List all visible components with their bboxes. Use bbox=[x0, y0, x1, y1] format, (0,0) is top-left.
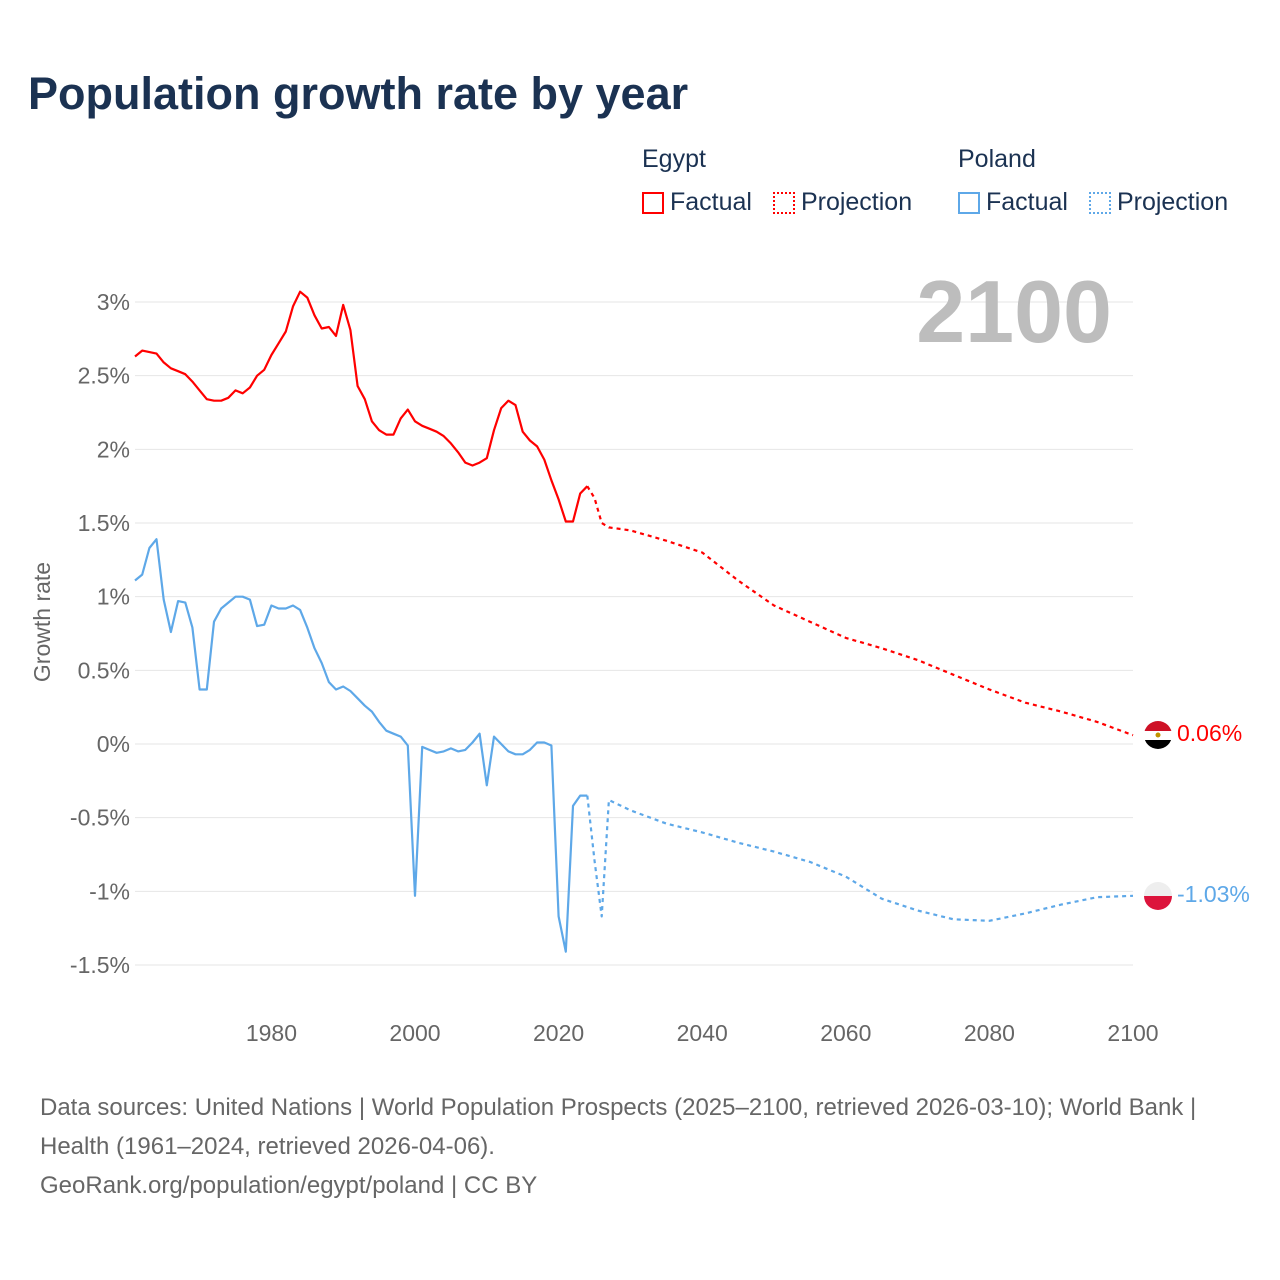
poland-projection-line bbox=[586, 795, 1134, 922]
solid-swatch-icon bbox=[958, 191, 980, 214]
legend-egypt-projection[interactable]: Projection bbox=[772, 188, 913, 217]
source-text: Data sources: United Nations | World Pop… bbox=[40, 1094, 1197, 1160]
x-tick-label: 2080 bbox=[964, 1020, 1015, 1046]
x-tick-label: 2040 bbox=[677, 1020, 728, 1046]
x-tick-label: 2020 bbox=[533, 1020, 584, 1046]
poland-flag-icon bbox=[1144, 882, 1172, 910]
dotted-swatch-icon bbox=[1088, 191, 1111, 214]
x-tick-label: 2000 bbox=[389, 1020, 440, 1046]
legend-label: Projection bbox=[1116, 188, 1229, 216]
egypt-flag-icon bbox=[1144, 721, 1172, 749]
x-tick-label: 1980 bbox=[246, 1020, 297, 1046]
egypt-factual-line bbox=[134, 290, 589, 523]
page-title: Population growth rate by year bbox=[28, 68, 689, 119]
dotted-swatch-icon bbox=[772, 191, 795, 214]
legend-label: Factual bbox=[670, 188, 752, 216]
legend-group-label: Egypt bbox=[642, 145, 706, 173]
y-tick-label: 0% bbox=[97, 731, 130, 757]
y-tick-label: 3% bbox=[97, 289, 130, 315]
x-tick-label: 2100 bbox=[1107, 1020, 1158, 1046]
legend-egypt-factual[interactable]: Factual bbox=[642, 188, 752, 217]
y-tick-label: 0.5% bbox=[78, 657, 130, 683]
y-tick-label: 1.5% bbox=[78, 510, 130, 536]
solid-swatch-icon bbox=[642, 191, 664, 214]
y-tick-label: 2.5% bbox=[78, 363, 130, 389]
legend-poland-factual[interactable]: Factual bbox=[958, 188, 1068, 217]
y-tick-label: -1% bbox=[89, 878, 130, 904]
legend-poland: Poland Factual Projection bbox=[958, 145, 1242, 221]
y-axis-label: Growth rate bbox=[29, 562, 55, 682]
source-note: Data sources: United Nations | World Pop… bbox=[40, 1088, 1240, 1205]
legend-label: Projection bbox=[800, 188, 913, 216]
legend-poland-projection[interactable]: Projection bbox=[1088, 188, 1229, 217]
x-tick-label: 2060 bbox=[820, 1020, 871, 1046]
egypt-projection-line bbox=[586, 485, 1134, 737]
y-tick-label: -1.5% bbox=[70, 952, 130, 978]
poland-factual-line bbox=[134, 538, 588, 953]
y-tick-label: 2% bbox=[97, 436, 130, 462]
y-tick-label: -0.5% bbox=[70, 805, 130, 831]
legend-label: Factual bbox=[986, 188, 1068, 216]
legend-group-label: Poland bbox=[958, 145, 1036, 173]
egypt-end-label: 0.06% bbox=[1177, 720, 1242, 746]
year-label: 2100 bbox=[916, 262, 1112, 361]
y-tick-label: 1% bbox=[97, 584, 130, 610]
legend-egypt: Egypt Factual Projection bbox=[642, 145, 926, 221]
source-link[interactable]: GeoRank.org/population/egypt/poland | CC… bbox=[40, 1172, 538, 1199]
poland-end-label: -1.03% bbox=[1177, 881, 1250, 907]
